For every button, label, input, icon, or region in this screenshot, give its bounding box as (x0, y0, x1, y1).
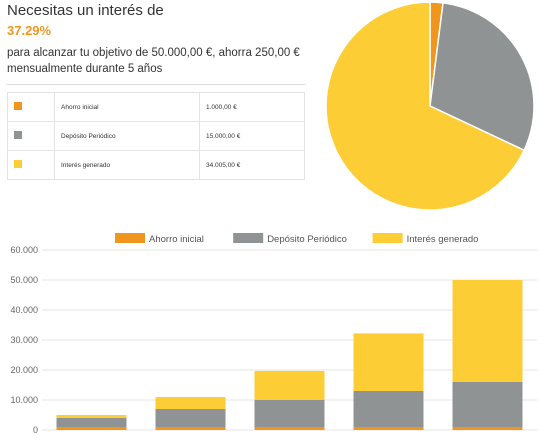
bar-segment-depósito-periódico[interactable] (254, 400, 325, 427)
breakdown-label: Interés generado (54, 150, 200, 180)
breakdown-row: Depósito Periódico 15.000,00 € (7, 121, 305, 151)
legend-label: Depósito Periódico (267, 234, 347, 245)
legend-swatch (115, 233, 145, 243)
breakdown-row: Ahorro inicial 1.000,00 € (7, 92, 305, 122)
y-tick-label: 0 (33, 425, 38, 435)
headline: Necesitas un interés de (7, 2, 164, 19)
divider (7, 84, 305, 85)
bar-segment-ahorro-inicial[interactable] (452, 427, 523, 430)
color-swatch (14, 160, 22, 168)
bar-segment-interés-generado[interactable] (353, 333, 424, 391)
bar-segment-interés-generado[interactable] (56, 415, 127, 418)
stacked-bar-chart: Ahorro inicial Depósito Periódico Interés … (10, 233, 537, 435)
interest-rate: 37.29% (7, 23, 52, 38)
breakdown-label: Depósito Periódico (54, 121, 200, 151)
bar-segment-interés-generado[interactable] (155, 397, 226, 409)
y-tick-label: 30.000 (10, 335, 38, 345)
y-tick-label: 60.000 (10, 245, 38, 255)
breakdown-label: Ahorro inicial (54, 92, 200, 122)
bar-segment-interés-generado[interactable] (254, 370, 325, 400)
breakdown-amount: 1.000,00 € (199, 92, 305, 122)
bar-segment-ahorro-inicial[interactable] (353, 427, 424, 430)
legend-label: Interés generado (407, 234, 479, 245)
y-tick-label: 20.000 (10, 365, 38, 375)
legend-item[interactable]: Ahorro inicial (115, 233, 204, 245)
goal-description: para alcanzar tu objetivo de 50.000,00 €… (7, 47, 300, 75)
breakdown-row: Interés generado 34.005,00 € (7, 150, 305, 180)
bar-segment-ahorro-inicial[interactable] (56, 427, 127, 430)
y-tick-label: 50.000 (10, 275, 38, 285)
pie-slice-depósito-periódico (429, 1, 535, 152)
legend-item[interactable]: Depósito Periódico (233, 233, 347, 245)
breakdown-amount: 34.005,00 € (199, 150, 305, 180)
breakdown-amount: 15.000,00 € (199, 121, 305, 151)
breakdown-table: Ahorro inicial 1.000,00 € Depósito Periódi… (7, 92, 305, 180)
pie-chart (325, 1, 535, 211)
bar-segment-depósito-periódico[interactable] (353, 391, 424, 427)
legend-swatch (372, 233, 403, 243)
swatch-cell (7, 150, 55, 180)
swatch-cell (7, 92, 55, 122)
legend-swatch (233, 233, 264, 243)
bar-segment-depósito-periódico[interactable] (155, 409, 226, 427)
bar-segment-depósito-periódico[interactable] (452, 382, 523, 427)
legend-label: Ahorro inicial (149, 234, 204, 245)
legend-item[interactable]: Interés generado (372, 233, 479, 245)
bar-segment-interés-generado[interactable] (452, 280, 523, 382)
bar-segment-depósito-periódico[interactable] (56, 418, 127, 427)
y-tick-label: 40.000 (10, 305, 38, 315)
bar-segment-ahorro-inicial[interactable] (155, 427, 226, 430)
pie-slice-interés-generado (325, 1, 526, 211)
bar-segment-ahorro-inicial[interactable] (254, 427, 325, 430)
swatch-cell (7, 121, 55, 151)
color-swatch (14, 131, 22, 139)
y-tick-label: 10.000 (10, 395, 38, 405)
color-swatch (14, 102, 22, 110)
